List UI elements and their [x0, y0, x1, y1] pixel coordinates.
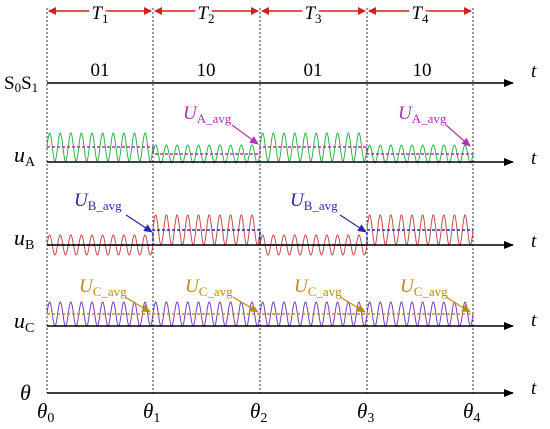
- row-label-uc: uC: [14, 308, 34, 336]
- phase-b-segment: [152, 214, 261, 246]
- avg-label-b-2: UB_avg: [290, 190, 338, 213]
- avg-label-c-2: UC_avg: [185, 276, 233, 299]
- state-label-4: 10: [413, 60, 432, 81]
- theta-label-3: θ3: [357, 399, 374, 426]
- avg-arrow-c-3: [339, 296, 366, 313]
- phase-a-average-path: [47, 146, 473, 155]
- axis-t-label-ub: t: [531, 231, 537, 252]
- period-label-t1: T1: [91, 3, 108, 26]
- row-label-s0s1: S0S1: [4, 73, 38, 95]
- avg-label-c-1: UC_avg: [79, 276, 127, 299]
- theta-label-4: θ4: [463, 399, 480, 426]
- row-label-ua: uA: [14, 142, 36, 170]
- avg-arrow-c-2: [232, 296, 259, 313]
- period-label-t3: T3: [304, 3, 321, 26]
- avg-arrow-c-1: [124, 296, 151, 313]
- avg-arrow-a-1: [231, 124, 259, 145]
- axis-t-label-uc: t: [531, 310, 537, 331]
- row-label-ub: uB: [14, 225, 34, 253]
- avg-arrow-a-2: [445, 124, 471, 147]
- row-label-theta: θ: [20, 380, 31, 405]
- phase-b-average-path: [47, 229, 473, 246]
- period-label-t4: T4: [411, 3, 429, 26]
- period-label-t2: T2: [197, 3, 214, 26]
- theta-label-0: θ0: [37, 399, 54, 426]
- axis-t-label-ua: t: [531, 148, 537, 169]
- axis-t-label-theta: t: [531, 378, 537, 399]
- state-label-2: 10: [197, 60, 216, 81]
- avg-label-b-1: UB_avg: [74, 190, 122, 213]
- theta-label-1: θ1: [143, 399, 160, 426]
- avg-label-a-2: UA_avg: [398, 103, 447, 126]
- theta-label-2: θ2: [250, 399, 267, 426]
- axis-t-label-s: t: [531, 61, 537, 82]
- avg-arrow-b-2: [339, 214, 367, 233]
- phase-a-average-line: [47, 146, 473, 155]
- avg-arrow-c-4: [445, 296, 471, 313]
- avg-label-a-1: UA_avg: [183, 103, 232, 126]
- time-axes: [47, 79, 514, 397]
- phase-c-segment: [152, 301, 261, 327]
- avg-arrow-b-1: [125, 214, 153, 233]
- avg-label-c-4: UC_avg: [400, 276, 448, 299]
- phase-b-average-line: [47, 229, 473, 246]
- avg-label-c-3: UC_avg: [294, 276, 342, 299]
- state-label-3: 01: [304, 60, 323, 81]
- state-label-1: 01: [91, 60, 110, 81]
- period-boundaries: [46, 8, 474, 393]
